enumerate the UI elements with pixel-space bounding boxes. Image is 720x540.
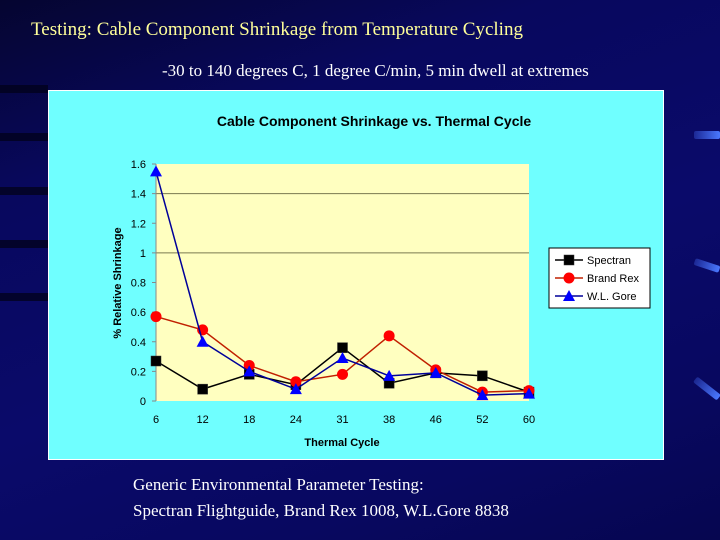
- y-tick-label: 0: [140, 396, 146, 408]
- triangle-marker-icon: [243, 365, 256, 377]
- x-tick-label: 31: [336, 414, 348, 426]
- chart-panel: Cable Component Shrinkage vs. Thermal Cy…: [48, 90, 664, 460]
- series-w-l-gore: [150, 165, 535, 401]
- circle-marker-icon: [383, 330, 395, 342]
- x-tick-label: 24: [290, 414, 302, 426]
- triangle-marker-icon: [196, 335, 209, 347]
- square-marker-icon: [563, 254, 575, 266]
- y-tick-label: 0.4: [131, 337, 146, 349]
- background-swoosh: [693, 258, 720, 273]
- legend-item: Spectran: [555, 254, 631, 267]
- x-tick-label: 18: [243, 414, 255, 426]
- square-marker-icon: [197, 383, 208, 395]
- square-marker-icon: [337, 342, 348, 353]
- footer-line-1: Generic Environmental Parameter Testing:: [133, 475, 424, 494]
- background-swoosh: [693, 376, 720, 401]
- slide-subtitle: -30 to 140 degrees C, 1 degree C/min, 5 …: [162, 61, 589, 80]
- plot-area: [156, 164, 529, 401]
- background-stripe: [0, 133, 48, 141]
- x-tick-label: 52: [476, 414, 488, 426]
- circle-marker-icon: [563, 272, 575, 284]
- y-tick-label: 1.4: [131, 189, 146, 201]
- x-tick-label: 46: [430, 414, 442, 426]
- data-series: [150, 165, 535, 401]
- y-tick-label: 0.2: [131, 366, 146, 378]
- y-tick-label: 0.8: [131, 278, 146, 290]
- x-tick-label: 60: [523, 414, 535, 426]
- x-tick-label: 12: [197, 414, 209, 426]
- legend-label: Spectran: [587, 255, 631, 267]
- background-stripe: [0, 293, 48, 301]
- y-tick-label: 1.2: [131, 218, 146, 230]
- legend-item: Brand Rex: [555, 272, 639, 285]
- background-stripe: [0, 240, 48, 248]
- slide-title: Testing: Cable Component Shrinkage from …: [31, 19, 523, 40]
- circle-marker-icon: [290, 376, 302, 388]
- y-tick-label: 1: [140, 248, 146, 260]
- triangle-marker-icon: [476, 389, 489, 401]
- triangle-marker-icon: [383, 369, 396, 381]
- footer-line-2: Spectran Flightguide, Brand Rex 1008, W.…: [133, 501, 509, 520]
- triangle-marker-icon: [289, 383, 302, 395]
- square-marker-icon: [150, 355, 162, 367]
- background-stripe: [0, 187, 48, 195]
- x-tick-label: 38: [383, 414, 395, 426]
- triangle-marker-icon: [429, 366, 442, 378]
- triangle-marker-icon: [150, 165, 162, 177]
- circle-marker-icon: [337, 368, 348, 380]
- triangle-marker-icon: [336, 352, 349, 364]
- y-tick-label: 0.6: [131, 307, 146, 319]
- legend-item: W.L. Gore: [555, 290, 637, 303]
- square-marker-icon: [477, 370, 488, 382]
- y-axis-title: % Relative Shrinkage: [112, 227, 124, 338]
- legend-label: W.L. Gore: [587, 291, 637, 303]
- triangle-marker-icon: [523, 387, 535, 399]
- gridlines: [156, 193, 529, 254]
- x-axis-ticks: 6 12 18 24 31 38 46 52 60: [153, 414, 535, 426]
- y-axis-ticks: 0 0.2 0.4 0.6 0.8 1 1.2 1.4 1.6: [131, 159, 156, 408]
- background-swoosh: [694, 131, 720, 139]
- line-chart: Cable Component Shrinkage vs. Thermal Cy…: [112, 113, 651, 449]
- background-stripe: [0, 85, 48, 93]
- triangle-marker-icon: [563, 290, 575, 301]
- chart-title: Cable Component Shrinkage vs. Thermal Cy…: [217, 113, 532, 129]
- legend-label: Brand Rex: [587, 273, 639, 285]
- x-axis-title: Thermal Cycle: [304, 437, 379, 449]
- x-tick-label: 6: [153, 414, 159, 426]
- legend: Spectran Brand Rex W.L. Gore: [548, 247, 651, 309]
- y-tick-label: 1.6: [131, 159, 146, 171]
- circle-marker-icon: [150, 311, 162, 323]
